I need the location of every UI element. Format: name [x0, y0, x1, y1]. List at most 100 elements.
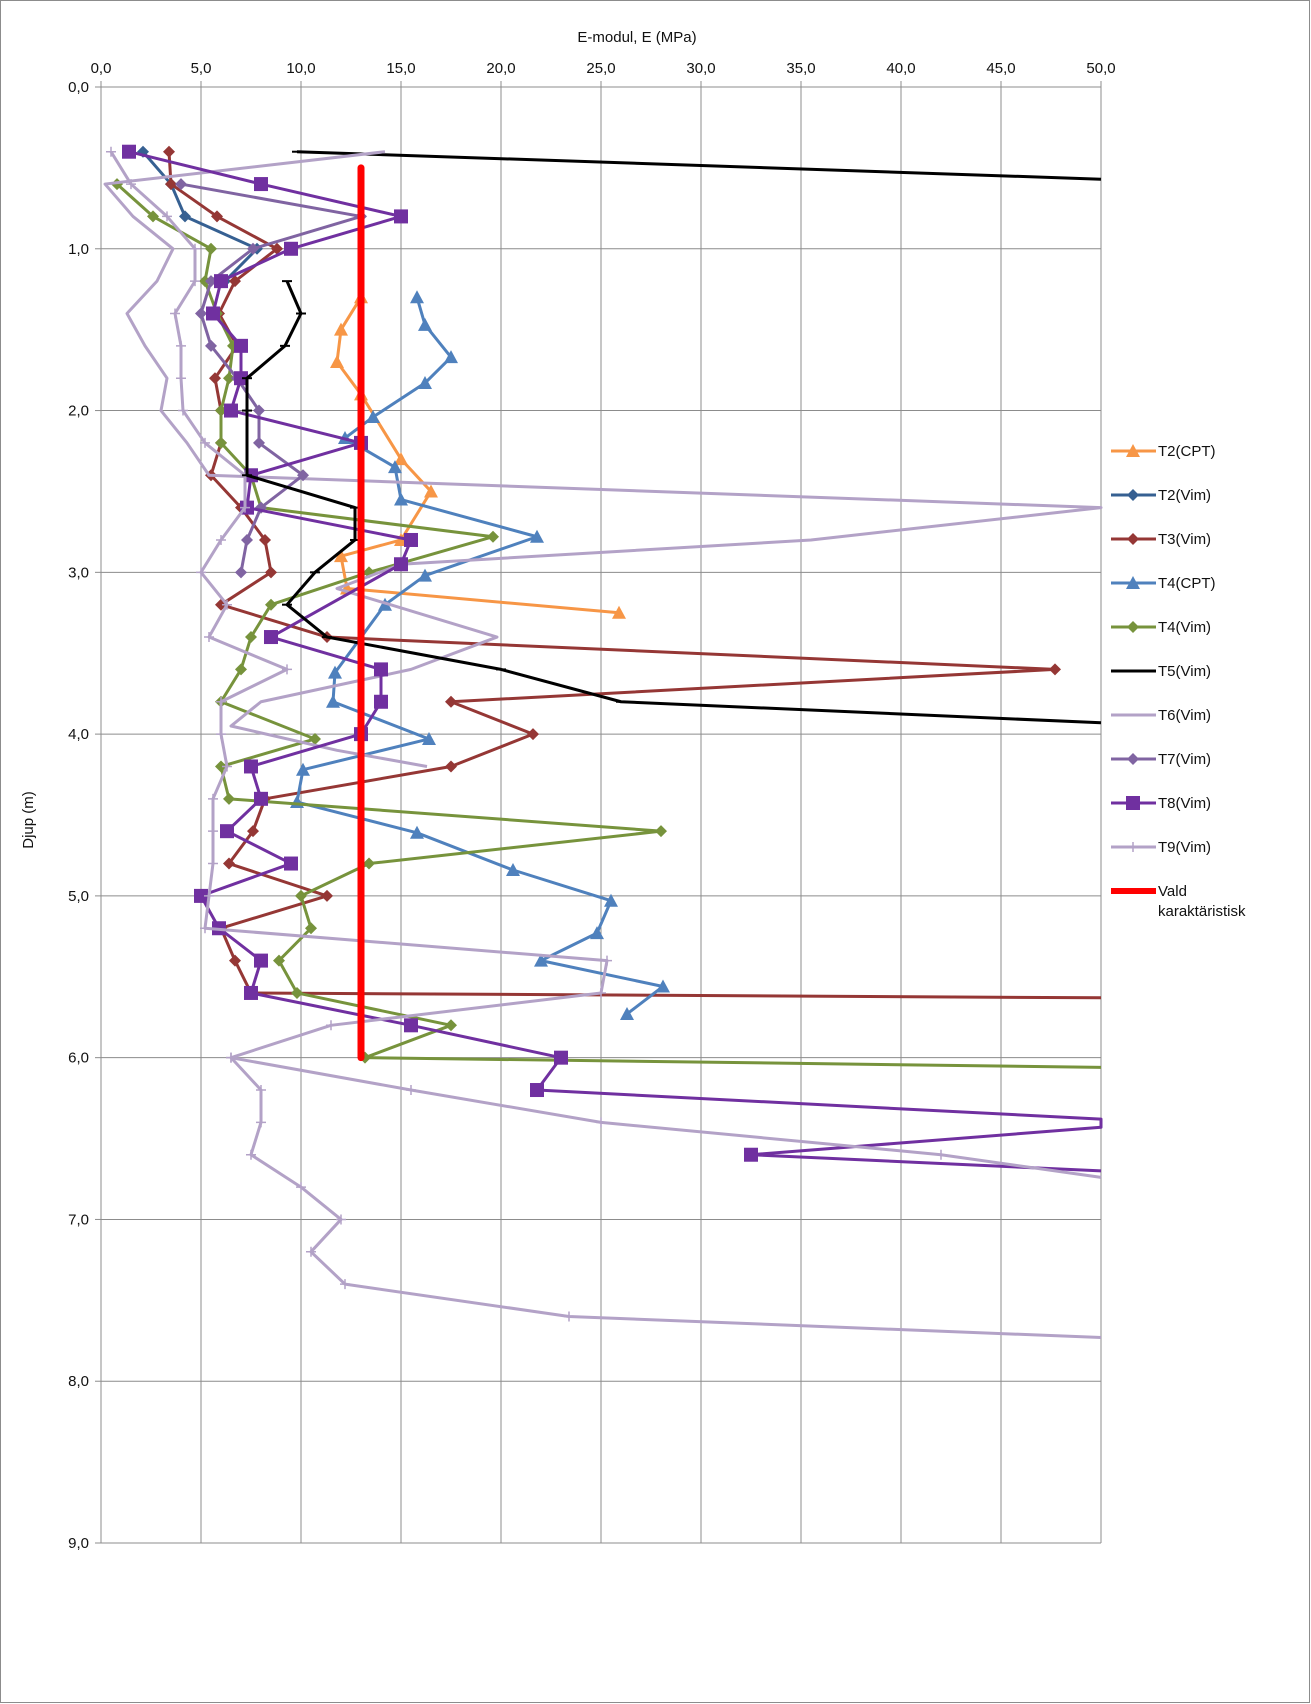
data-point	[216, 729, 226, 740]
data-point	[175, 178, 187, 191]
data-point	[445, 695, 457, 708]
data-point	[655, 825, 667, 838]
x-tick-label: 25,0	[586, 60, 615, 77]
legend-label: Vald karaktäristisk	[1158, 883, 1246, 920]
data-point	[265, 566, 277, 579]
data-point	[418, 568, 432, 582]
data-point	[170, 308, 180, 319]
data-point	[223, 857, 235, 870]
data-point	[235, 566, 247, 579]
data-point	[223, 372, 235, 385]
data-point	[247, 242, 259, 255]
axes: 0,0 5,0 10,0 15,0 20,0 25,0 30,0 35,0 40,0 45,0 50…	[68, 60, 1115, 1552]
data-point	[216, 534, 226, 545]
data-point	[590, 926, 604, 940]
data-point	[273, 954, 285, 967]
data-point	[176, 340, 186, 351]
y-tick-label: 0,0	[68, 79, 89, 96]
legend-item: T4(Vim)	[1111, 619, 1211, 636]
series-t6-vim-	[103, 150, 1103, 768]
data-point	[564, 1311, 574, 1322]
data-point	[254, 953, 268, 968]
data-point	[205, 339, 217, 352]
data-point	[253, 404, 265, 417]
data-point	[176, 373, 186, 384]
data-point	[254, 791, 268, 806]
data-point	[208, 858, 218, 869]
data-point	[256, 1085, 266, 1096]
data-point	[216, 696, 226, 707]
data-point	[220, 824, 234, 839]
data-point	[410, 290, 424, 304]
data-point	[196, 567, 206, 578]
x-tick-label: 10,0	[286, 60, 315, 77]
data-point	[241, 533, 253, 546]
data-point	[656, 979, 670, 993]
data-point	[394, 557, 408, 572]
legend-item: T8(Vim)	[1111, 795, 1211, 812]
legend-label: T9(Vim)	[1158, 839, 1211, 856]
data-point	[209, 372, 221, 385]
series-t5-vim-	[242, 280, 1102, 725]
data-point	[214, 274, 228, 289]
data-point	[205, 242, 217, 255]
legend: T2(CPT) T2(Vim) T3(Vim) T4(CPT) T4(Vim) T5(Vi…	[1111, 443, 1246, 920]
x-tick-label: 50,0	[1086, 60, 1115, 77]
legend-swatch-marker	[1126, 576, 1140, 589]
legend-label: T8(Vim)	[1158, 795, 1211, 812]
x-tick-label: 35,0	[786, 60, 815, 77]
data-point	[234, 371, 248, 386]
series-line	[180, 182, 363, 573]
legend-swatch-marker	[1127, 621, 1139, 633]
y-tick-label: 3,0	[68, 564, 89, 581]
series-line	[245, 280, 1102, 725]
legend-swatch-marker	[1127, 533, 1139, 545]
data-point	[296, 1182, 306, 1193]
data-point	[394, 209, 408, 224]
data-point	[374, 662, 388, 677]
data-point	[309, 732, 321, 745]
data-point	[265, 598, 277, 611]
data-point	[208, 826, 218, 837]
data-point	[106, 146, 116, 157]
data-point	[245, 631, 257, 644]
data-point	[240, 502, 250, 513]
data-point	[264, 630, 278, 645]
data-point	[122, 144, 136, 159]
series-t4-cpt-	[290, 290, 670, 1020]
data-point	[363, 857, 375, 870]
y-tick-label: 5,0	[68, 888, 89, 905]
x-tick-label: 15,0	[386, 60, 415, 77]
data-point	[224, 403, 238, 418]
y-tick-label: 6,0	[68, 1050, 89, 1067]
series-line	[103, 150, 1103, 768]
data-point	[206, 306, 220, 321]
data-point	[336, 1214, 346, 1225]
data-point	[291, 986, 303, 999]
data-point	[229, 275, 241, 288]
data-point	[328, 665, 342, 679]
data-point	[321, 889, 333, 902]
data-point	[445, 1019, 457, 1032]
data-point	[602, 955, 612, 966]
data-point	[295, 889, 307, 902]
data-point	[254, 177, 268, 192]
data-point	[744, 1147, 758, 1162]
data-point	[330, 355, 344, 369]
data-point	[208, 793, 218, 804]
series-t3-vim-	[163, 145, 1102, 1000]
data-point	[223, 792, 235, 805]
data-point	[204, 890, 214, 901]
x-tick-label: 45,0	[986, 60, 1015, 77]
data-point	[1049, 663, 1061, 676]
legend-item: T2(CPT)	[1111, 443, 1216, 460]
data-point	[147, 210, 159, 223]
legend-item: T6(Vim)	[1111, 707, 1211, 724]
data-point	[253, 436, 265, 449]
data-point	[179, 210, 191, 223]
series-t8-vim-	[122, 144, 1103, 1173]
data-point	[596, 1117, 606, 1128]
series-line	[141, 150, 259, 283]
y-tick-label: 8,0	[68, 1373, 89, 1390]
